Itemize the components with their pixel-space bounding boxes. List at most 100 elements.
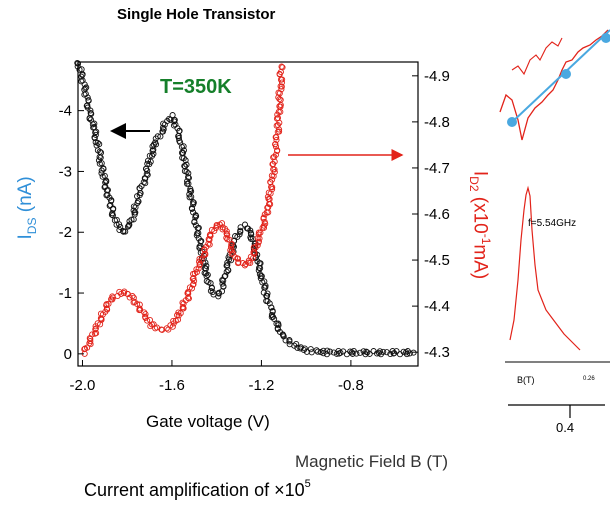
data-point xyxy=(254,242,261,249)
data-point xyxy=(275,322,282,329)
data-point xyxy=(261,278,268,285)
data-point xyxy=(300,346,307,354)
inset-x-axis-label: B(T) xyxy=(517,375,535,385)
data-point xyxy=(273,136,280,144)
data-point xyxy=(257,275,264,282)
data-point xyxy=(82,90,89,97)
data-point xyxy=(183,168,190,175)
data-point xyxy=(108,211,115,218)
data-point xyxy=(278,86,285,93)
data-point xyxy=(144,171,151,178)
amplification-exponent: 5 xyxy=(304,478,311,490)
data-point xyxy=(188,285,196,292)
data-point xyxy=(144,317,151,324)
y-right-tick-label: -4.7 xyxy=(424,160,450,177)
data-point xyxy=(117,223,124,230)
data-point xyxy=(282,337,289,344)
data-point xyxy=(271,315,278,322)
x-tick-label: -1.2 xyxy=(248,377,274,394)
data-point xyxy=(204,271,211,278)
amplification-note-text: Current amplification of ×10 xyxy=(84,480,305,500)
data-point xyxy=(105,300,112,307)
data-point xyxy=(366,350,373,357)
data-point xyxy=(96,153,103,161)
data-point xyxy=(293,340,300,348)
series-id2-red xyxy=(81,63,286,357)
data-point xyxy=(261,211,268,218)
data-point xyxy=(125,222,132,229)
data-point xyxy=(196,261,203,269)
data-point xyxy=(353,350,360,357)
y-right-tick-label: -4.6 xyxy=(424,206,450,223)
data-point xyxy=(175,135,182,142)
inset-fit-point xyxy=(601,33,610,43)
data-point xyxy=(87,107,94,114)
y-left-tick-label: 0 xyxy=(64,346,72,363)
data-point xyxy=(237,224,244,231)
data-point xyxy=(276,128,283,135)
data-point xyxy=(268,304,275,311)
data-point xyxy=(220,283,227,290)
data-point xyxy=(202,250,209,257)
data-point xyxy=(180,143,187,150)
data-point xyxy=(228,250,235,258)
data-point xyxy=(294,344,301,351)
y-left-label-unit: (nA) xyxy=(15,176,37,218)
data-point xyxy=(271,153,278,160)
data-point xyxy=(276,96,283,103)
data-point xyxy=(223,234,230,241)
y-axis-right-label: ID2 (x10-1mA) xyxy=(467,145,493,305)
data-point xyxy=(92,325,99,332)
data-point xyxy=(273,115,281,122)
data-point xyxy=(78,78,85,85)
data-point xyxy=(129,293,136,300)
data-point xyxy=(380,348,387,355)
x-tick-label: -0.8 xyxy=(338,377,364,394)
data-point xyxy=(266,300,273,307)
data-point xyxy=(130,207,137,214)
x-tick-label: -2.0 xyxy=(70,377,96,394)
series-ids-black xyxy=(74,59,417,358)
y-left-tick-label: -4 xyxy=(59,103,72,120)
data-point xyxy=(89,331,96,338)
y-left-tick-label: -3 xyxy=(59,163,72,180)
data-point xyxy=(256,264,263,271)
data-point xyxy=(357,349,364,356)
data-point xyxy=(195,265,202,272)
data-point xyxy=(291,342,298,349)
data-point xyxy=(120,290,127,297)
data-point xyxy=(208,284,215,291)
data-point xyxy=(223,228,230,235)
inset-bottom-tick: 0.4 xyxy=(556,420,575,435)
data-point xyxy=(237,228,244,235)
data-point xyxy=(150,150,157,157)
data-point xyxy=(180,305,187,312)
data-point xyxy=(98,167,105,174)
data-point xyxy=(185,174,192,181)
data-point xyxy=(235,259,242,266)
data-point xyxy=(174,316,182,323)
data-point xyxy=(87,338,94,345)
data-point xyxy=(261,218,268,225)
data-point xyxy=(247,227,254,234)
data-point xyxy=(286,337,293,344)
data-point xyxy=(227,243,235,250)
data-point xyxy=(383,349,390,356)
data-point xyxy=(276,103,283,110)
plot-frame xyxy=(77,61,419,367)
data-point xyxy=(169,323,176,330)
data-point xyxy=(278,79,286,86)
data-point xyxy=(187,187,194,194)
inset-fit-point xyxy=(561,69,571,79)
data-point xyxy=(272,141,279,148)
data-point xyxy=(307,346,314,353)
data-point xyxy=(188,205,195,212)
data-point xyxy=(223,268,230,275)
y-left-label-sub: DS xyxy=(24,217,39,235)
data-point xyxy=(188,193,195,200)
data-point xyxy=(335,347,342,355)
data-point xyxy=(393,348,400,355)
data-point xyxy=(140,179,147,186)
data-point xyxy=(157,133,164,140)
data-point xyxy=(270,173,277,180)
